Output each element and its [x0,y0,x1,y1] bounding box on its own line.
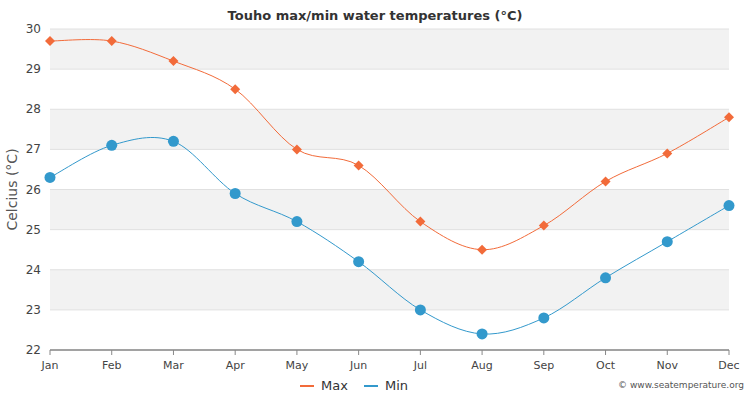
plot-band [50,109,729,149]
x-tick-label: Dec [718,359,739,372]
y-tick-label: 28 [26,102,41,116]
legend: Max Min [300,378,408,393]
x-tick [482,350,483,355]
plot-band [50,270,729,310]
grid-line [50,309,729,310]
grid-line [50,229,729,230]
data-point [600,272,611,283]
data-point [415,217,425,227]
x-tick-label: Sep [533,359,554,372]
y-tick-label: 23 [26,303,41,317]
x-axis-line [50,349,729,351]
data-point [45,36,55,46]
x-tick [296,350,297,355]
data-point [106,140,117,151]
grid-line [50,109,729,110]
data-point [168,136,179,147]
x-tick-label: Aug [471,359,492,372]
data-point [662,236,673,247]
data-point [477,245,487,255]
x-tick [235,350,236,355]
y-tick-label: 26 [26,183,41,197]
legend-label: Min [385,378,408,393]
x-tick [667,350,668,355]
data-point [292,144,302,154]
x-tick [605,350,606,355]
y-tick-label: 25 [26,223,41,237]
x-tick-label: Feb [102,359,121,372]
grid-line [50,350,729,351]
data-point [291,216,302,227]
y-tick-label: 22 [26,343,41,357]
x-tick [173,350,174,355]
y-tick-label: 29 [26,62,41,76]
y-axis-label: Celcius (°C) [4,148,20,230]
x-tick [111,350,112,355]
legend-swatch [300,385,314,387]
data-point [538,312,549,323]
data-point [539,221,549,231]
grid-line [50,69,729,70]
annotation: © www.seatemperature.org [618,380,744,390]
legend-swatch [364,385,378,387]
chart-svg: 22 23 24 25 26 27 28 29 30 Jan Feb Mar Apr May Jun Jul A… [0,0,750,400]
data-point [601,176,611,186]
x-tick-label: Apr [226,359,246,372]
x-tick [50,350,51,355]
x-tick [729,350,730,355]
x-tick [543,350,544,355]
data-point [230,188,241,199]
series-line [50,40,729,250]
y-tick-label: 24 [26,263,41,277]
y-tick-label: 27 [26,142,41,156]
data-point [662,148,672,158]
data-point [415,304,426,315]
grid-line [50,189,729,190]
x-tick-label: Nov [657,359,679,372]
plot-band [50,29,729,69]
y-tick-label: 30 [26,22,41,36]
x-tick-label: May [286,359,309,372]
plot-band [50,190,729,230]
legend-label: Max [321,378,348,393]
series-line [50,137,729,334]
data-point [168,56,178,66]
data-point [353,256,364,267]
data-point [724,112,734,122]
chart-title: Touho max/min water temperatures (°C) [228,8,523,23]
data-point [477,328,488,339]
data-point [230,84,240,94]
data-point [107,36,117,46]
plot-area [45,36,735,339]
grid-line [50,29,729,30]
x-tick-label: Jan [41,359,59,372]
grid-line [50,149,729,150]
x-tick [420,350,421,355]
x-tick-label: Oct [596,359,616,372]
data-point [45,172,56,183]
x-tick [358,350,359,355]
x-tick-label: Mar [163,359,184,372]
x-tick-label: Jun [349,359,367,372]
data-point [354,160,364,170]
grid-line [50,269,729,270]
data-point [724,200,735,211]
x-tick-label: Jul [413,359,427,372]
